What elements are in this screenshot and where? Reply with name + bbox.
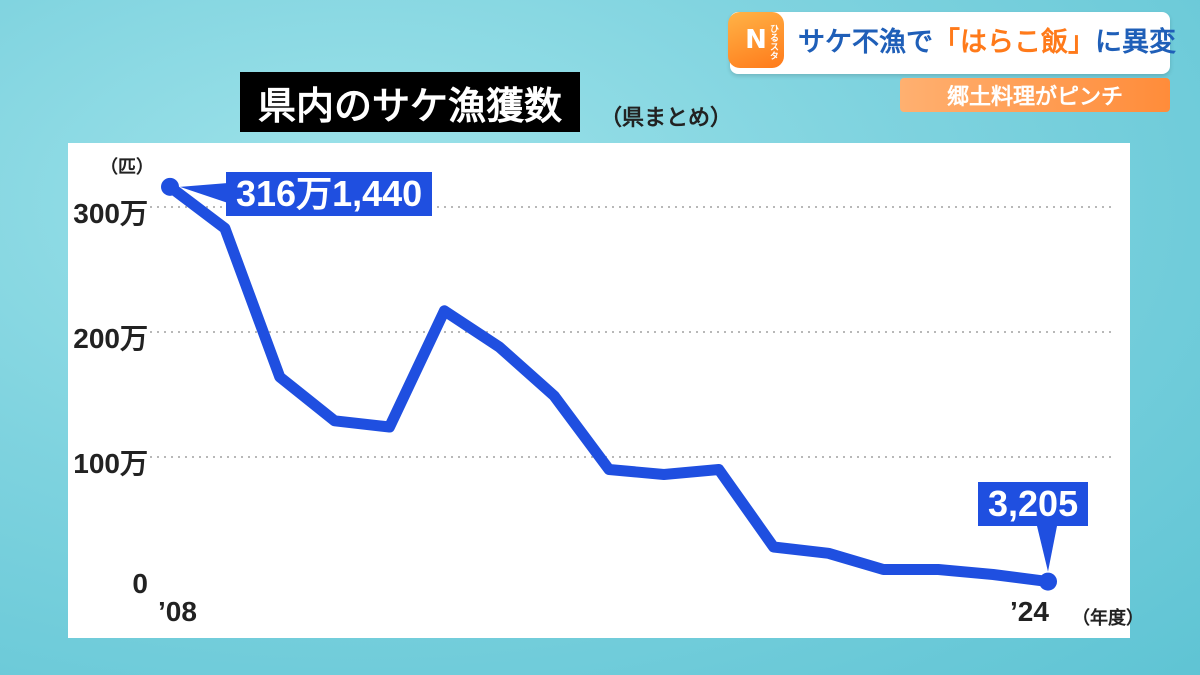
y-tick-label: 0: [132, 568, 148, 599]
chart-title: 県内のサケ漁獲数: [240, 72, 581, 132]
y-tick-label: 100万: [73, 448, 148, 479]
headline-accent: 「はらこ飯」: [933, 27, 1095, 58]
gridlines: [150, 206, 1115, 458]
chart-subtitle: （県まとめ）: [600, 106, 733, 131]
headline-banner: [730, 12, 1170, 74]
x-tick-label: ’08: [158, 596, 197, 627]
headline-part1: サケ不漁で: [798, 27, 933, 58]
callout-pointer: [1037, 526, 1057, 572]
sub-headline: 郷土料理がピンチ: [900, 78, 1170, 112]
headline: サケ不漁で「はらこ飯」に異変: [798, 20, 1176, 59]
y-tick-label: 200万: [73, 323, 148, 354]
y-unit-label: （匹）: [100, 157, 154, 178]
annotation-max-value: 316万1,440: [226, 172, 433, 216]
data-point: [1039, 572, 1057, 591]
callout-pointer: [180, 183, 228, 203]
callout-pointers: [180, 183, 1057, 572]
annotation-last-value: 3,205: [978, 482, 1089, 526]
series-line: [164, 181, 1054, 588]
x-unit-label: （年度）: [1072, 608, 1144, 629]
data-points: [161, 177, 1057, 591]
data-point: [161, 177, 179, 196]
chart-panel: [68, 143, 1130, 638]
program-logo: N ひるスタ: [728, 12, 784, 68]
y-tick-label: 300万: [73, 198, 148, 229]
headline-part2: に異変: [1095, 27, 1176, 58]
logo-small-text: ひるスタ: [768, 24, 778, 60]
logo-letter: N: [745, 25, 767, 55]
x-tick-label: ’24: [1010, 596, 1049, 627]
